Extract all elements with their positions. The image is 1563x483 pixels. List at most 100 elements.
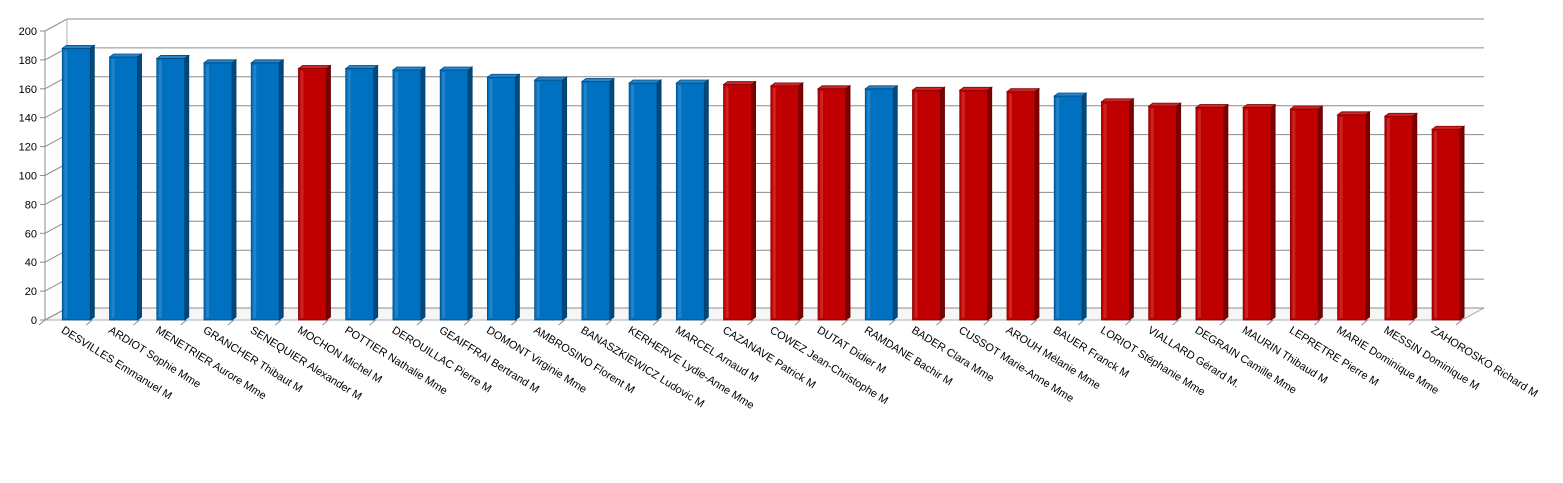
bar bbox=[1289, 105, 1324, 321]
x-tick-mark bbox=[322, 319, 329, 326]
bar-side bbox=[1034, 87, 1040, 321]
bar bbox=[108, 53, 143, 321]
bar-highlight bbox=[725, 86, 729, 318]
x-tick-mark bbox=[1455, 319, 1463, 326]
y-tick-label: 0 bbox=[31, 315, 37, 327]
bar-highlight bbox=[394, 72, 398, 318]
y-tick-label: 20 bbox=[25, 286, 37, 298]
bar-side bbox=[562, 76, 568, 321]
x-tick-mark bbox=[747, 319, 754, 326]
bar bbox=[61, 44, 96, 321]
bar bbox=[486, 73, 521, 321]
y-tick-label: 100 bbox=[19, 171, 37, 183]
bar-side bbox=[609, 77, 615, 321]
bar bbox=[580, 77, 616, 321]
bar bbox=[1430, 125, 1466, 321]
bar-side bbox=[987, 86, 993, 321]
x-tick-mark bbox=[227, 319, 235, 326]
x-tick-mark bbox=[1125, 319, 1132, 326]
x-tick-mark bbox=[1219, 319, 1227, 326]
bar-side bbox=[467, 66, 473, 321]
bar-side bbox=[1365, 111, 1371, 321]
bar-top bbox=[61, 44, 96, 49]
bar-highlight bbox=[1103, 103, 1107, 319]
bar bbox=[627, 79, 663, 321]
x-tick-mark bbox=[1266, 319, 1274, 326]
x-tick-mark bbox=[841, 319, 849, 326]
bar-top bbox=[1383, 112, 1419, 117]
x-tick-mark bbox=[936, 319, 943, 326]
bar bbox=[722, 80, 757, 321]
bar bbox=[1194, 103, 1230, 321]
x-tick-mark bbox=[1030, 319, 1038, 326]
bar bbox=[1053, 92, 1088, 321]
y-tick-label: 180 bbox=[19, 55, 37, 67]
bar-side bbox=[940, 86, 945, 321]
bar bbox=[1241, 103, 1277, 321]
bar bbox=[1336, 111, 1371, 321]
y-tick-label: 60 bbox=[25, 228, 37, 240]
bar-side bbox=[420, 66, 426, 321]
x-tick-mark bbox=[38, 319, 46, 326]
bar-side bbox=[231, 58, 237, 321]
bar-highlight bbox=[1386, 118, 1390, 318]
bar bbox=[202, 58, 238, 321]
bar-top bbox=[1430, 125, 1466, 130]
y-tick-label: 40 bbox=[25, 257, 37, 269]
y-tick-label: 80 bbox=[25, 199, 37, 211]
bar bbox=[1147, 102, 1182, 321]
bar-side bbox=[1317, 105, 1323, 321]
bar-side bbox=[1412, 112, 1418, 321]
bar-highlight bbox=[536, 82, 540, 318]
bar bbox=[675, 79, 710, 321]
bar-side bbox=[892, 85, 898, 321]
x-tick-mark bbox=[699, 319, 707, 326]
bar-side bbox=[326, 64, 331, 321]
bar-side bbox=[1223, 103, 1229, 321]
bar-highlight bbox=[253, 64, 257, 318]
x-tick-mark bbox=[558, 319, 565, 326]
bar-highlight bbox=[1150, 108, 1154, 318]
bar-side bbox=[515, 73, 520, 321]
bar bbox=[344, 64, 379, 321]
bar-top bbox=[438, 66, 474, 71]
x-tick-mark bbox=[983, 319, 990, 326]
bar-highlight bbox=[158, 60, 162, 319]
bar bbox=[1100, 98, 1135, 321]
bar-side bbox=[798, 82, 804, 321]
bar-top bbox=[1053, 92, 1088, 97]
bar-highlight bbox=[1056, 98, 1060, 319]
bar bbox=[1383, 112, 1419, 321]
bar-top bbox=[1241, 104, 1277, 108]
bar-top bbox=[1194, 104, 1230, 108]
bar-highlight bbox=[914, 92, 918, 319]
bar bbox=[1005, 87, 1041, 321]
bar bbox=[533, 76, 568, 321]
x-tick-mark bbox=[133, 319, 140, 326]
bar-top bbox=[769, 82, 805, 87]
bar bbox=[911, 86, 946, 321]
bar-top bbox=[958, 86, 993, 91]
bar-side bbox=[845, 85, 851, 321]
bar-highlight bbox=[1339, 116, 1343, 318]
bar-side bbox=[1270, 103, 1276, 321]
bar bbox=[864, 85, 899, 321]
x-tick-mark bbox=[1077, 319, 1085, 326]
bar-highlight bbox=[111, 59, 115, 318]
bar-highlight bbox=[206, 64, 210, 318]
bar-top bbox=[108, 53, 143, 58]
bar bbox=[391, 66, 427, 321]
bar bbox=[958, 86, 993, 321]
bar-top bbox=[911, 86, 946, 91]
bar-top bbox=[1147, 102, 1182, 107]
bar bbox=[816, 85, 852, 321]
bar bbox=[297, 64, 332, 321]
bar-top bbox=[816, 85, 852, 90]
x-tick-mark bbox=[605, 319, 613, 326]
x-tick-mark bbox=[1172, 319, 1179, 326]
bar-highlight bbox=[583, 83, 587, 318]
x-tick-mark bbox=[180, 319, 188, 326]
